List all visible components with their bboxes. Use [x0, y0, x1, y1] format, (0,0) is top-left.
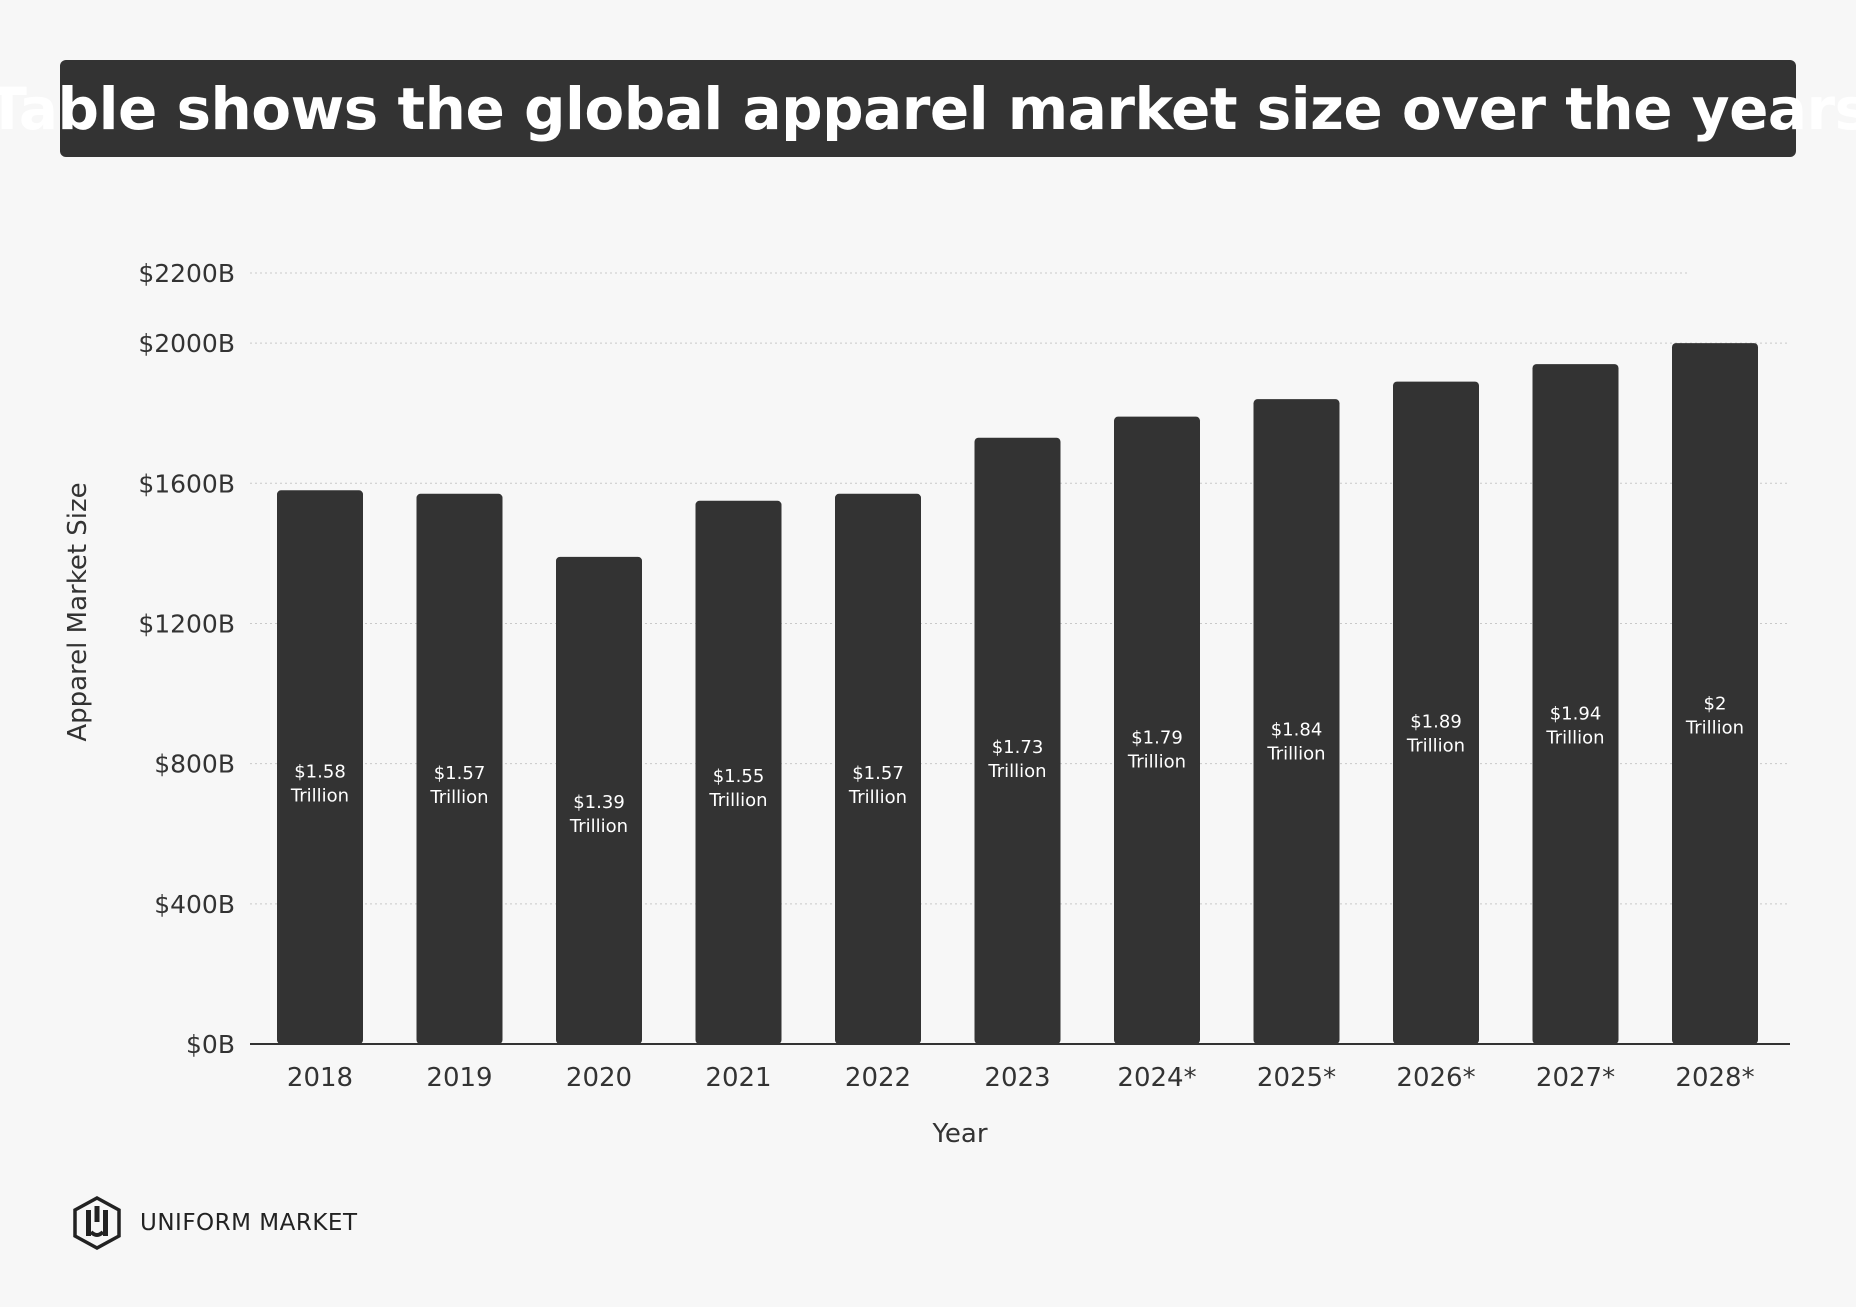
- bar-value-label: $1.89: [1410, 711, 1462, 732]
- y-tick-label: $800B: [154, 750, 235, 779]
- title-banner: Table shows the global apparel market si…: [0, 60, 1856, 157]
- y-axis-title: Apparel Market Size: [63, 482, 93, 741]
- bar-value-label: $1.39: [573, 792, 625, 813]
- bar-unit-label: Trillion: [1406, 735, 1465, 756]
- x-tick-label: 2019: [426, 1063, 492, 1093]
- x-tick-label: 2024*: [1117, 1063, 1196, 1093]
- bar: [416, 493, 503, 1044]
- bar-unit-label: Trillion: [987, 761, 1046, 782]
- bar: [1393, 381, 1479, 1045]
- bar-unit-label: Trillion: [429, 787, 488, 808]
- bar: [835, 493, 921, 1044]
- bar-value-label: $1.79: [1131, 727, 1183, 748]
- bar-unit-label: Trillion: [1127, 751, 1186, 772]
- x-tick-label: 2020: [566, 1063, 632, 1093]
- x-tick-label: 2028*: [1675, 1063, 1754, 1093]
- uniform-market-logo-icon: [73, 1196, 121, 1250]
- bar-value-label: $1.58: [294, 761, 346, 782]
- bar-value-label: $2: [1704, 694, 1727, 715]
- bar-unit-label: Trillion: [1266, 743, 1325, 764]
- x-axis-title: Year: [931, 1119, 987, 1149]
- y-tick-label: $1200B: [138, 609, 235, 638]
- bar-unit-label: Trillion: [569, 816, 628, 837]
- brand-name: UNIFORM MARKET: [140, 1210, 358, 1236]
- y-tick-label: $1600B: [138, 469, 235, 498]
- x-tick-label: 2021: [705, 1063, 771, 1093]
- x-tick-label: 2026*: [1396, 1063, 1475, 1093]
- bar: [1114, 416, 1200, 1044]
- bar: [1672, 343, 1758, 1044]
- x-tick-label: 2022: [845, 1063, 911, 1093]
- y-tick-label: $2200B: [138, 259, 235, 288]
- bar-unit-label: Trillion: [290, 785, 349, 806]
- x-tick-label: 2018: [287, 1063, 353, 1093]
- bar: [974, 437, 1061, 1044]
- y-tick-label: $2000B: [138, 329, 235, 358]
- bar-value-label: $1.94: [1550, 703, 1602, 724]
- bar: [556, 556, 642, 1044]
- bar-value-label: $1.57: [852, 763, 904, 784]
- bar-value-label: $1.57: [434, 763, 486, 784]
- chart-title: Table shows the global apparel market si…: [0, 74, 1856, 143]
- y-tick-label: $400B: [154, 890, 235, 919]
- x-tick-label: 2023: [984, 1063, 1050, 1093]
- y-tick-label: $0B: [186, 1030, 235, 1059]
- bar: [1532, 364, 1619, 1045]
- bar-unit-label: Trillion: [708, 790, 767, 811]
- x-tick-label: 2025*: [1257, 1063, 1336, 1093]
- bar-value-label: $1.84: [1271, 719, 1323, 740]
- bar: [1253, 399, 1340, 1044]
- bar-unit-label: Trillion: [848, 787, 907, 808]
- brand-footer: UNIFORM MARKET: [72, 1196, 358, 1250]
- bar-value-label: $1.55: [713, 766, 765, 787]
- bar: [277, 490, 363, 1044]
- bar-unit-label: Trillion: [1545, 727, 1604, 748]
- x-tick-label: 2027*: [1536, 1063, 1615, 1093]
- bar: [695, 500, 782, 1045]
- bar-value-label: $1.73: [992, 737, 1044, 758]
- bar-unit-label: Trillion: [1685, 718, 1744, 739]
